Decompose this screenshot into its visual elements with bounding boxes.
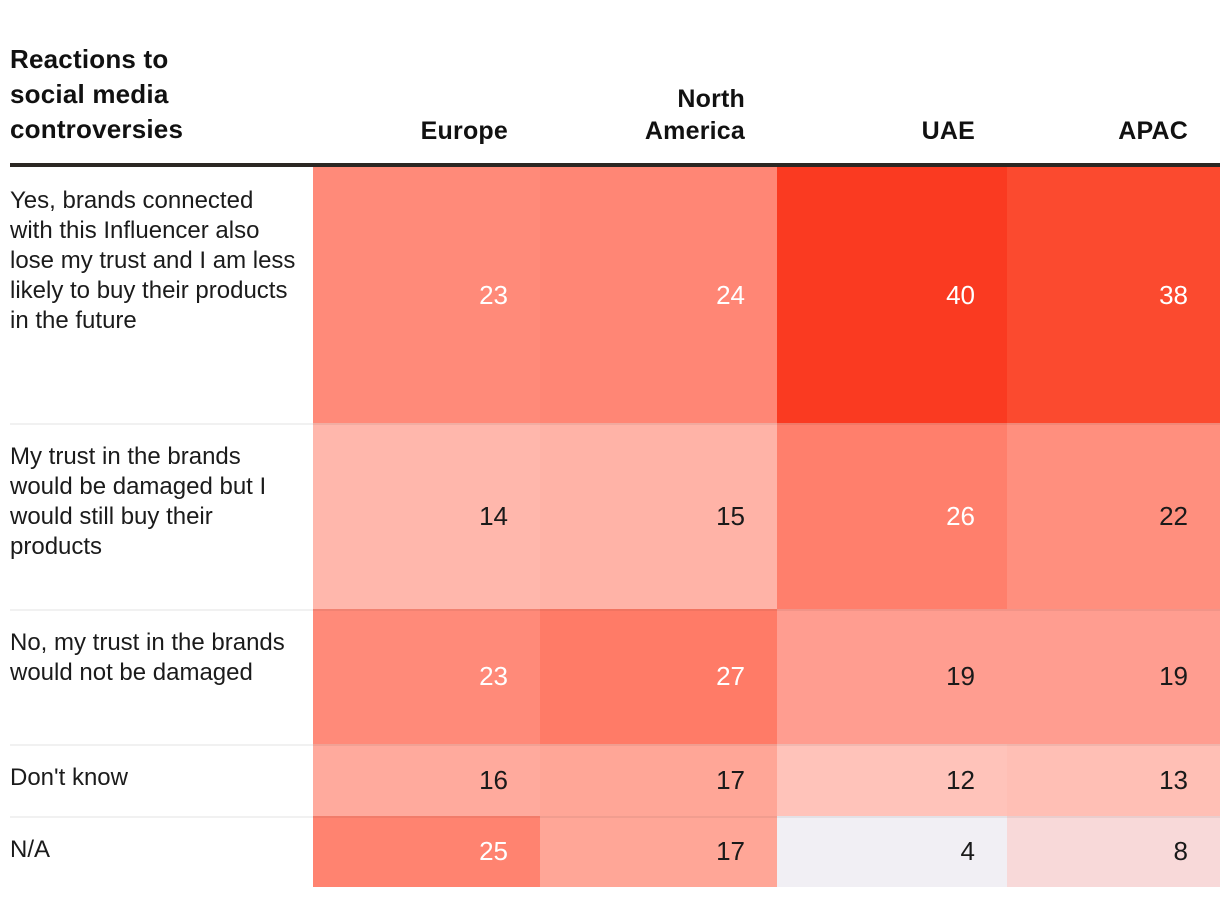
column-header-uae: UAE <box>921 117 975 145</box>
heatmap-cell: 23 <box>313 609 540 744</box>
heatmap-cell: 25 <box>313 816 540 887</box>
table-row: N/A 25 17 4 8 <box>0 816 1220 887</box>
title-cell: Reactions to social media controversies <box>0 42 313 147</box>
heatmap-cell: 27 <box>540 609 777 744</box>
column-header-europe: Europe <box>420 117 508 145</box>
column-header-north-america: North America <box>644 85 745 145</box>
heatmap-cell: 17 <box>540 816 777 887</box>
heatmap-cell: 24 <box>540 167 777 423</box>
heatmap-cell: 15 <box>540 423 777 609</box>
heatmap-body: Yes, brands connected with this Influenc… <box>0 167 1220 887</box>
table-row: Yes, brands connected with this Influenc… <box>0 167 1220 423</box>
header-divider <box>10 163 1220 167</box>
heatmap-cell: 14 <box>313 423 540 609</box>
table-row: Don't know 16 17 12 13 <box>0 744 1220 816</box>
heatmap-cell: 19 <box>777 609 1007 744</box>
heatmap-cell: 4 <box>777 816 1007 887</box>
table-row: No, my trust in the brands would not be … <box>0 609 1220 744</box>
row-label: Yes, brands connected with this Influenc… <box>0 167 313 423</box>
row-label: Don't know <box>0 744 313 816</box>
heatmap-cell: 38 <box>1007 167 1220 423</box>
heatmap-cell: 16 <box>313 744 540 816</box>
row-label: N/A <box>0 816 313 887</box>
heatmap-cell: 23 <box>313 167 540 423</box>
row-label: My trust in the brands would be damaged … <box>0 423 313 609</box>
heatmap-cell: 22 <box>1007 423 1220 609</box>
heatmap-cell: 13 <box>1007 744 1220 816</box>
heatmap-cell: 40 <box>777 167 1007 423</box>
heatmap-cell: 26 <box>777 423 1007 609</box>
column-header-apac: APAC <box>1118 117 1188 145</box>
heatmap-cell: 19 <box>1007 609 1220 744</box>
heatmap-cell: 17 <box>540 744 777 816</box>
heatmap-cell: 8 <box>1007 816 1220 887</box>
header-row: Reactions to social media controversies … <box>0 0 1220 163</box>
heatmap-cell: 12 <box>777 744 1007 816</box>
table-row: My trust in the brands would be damaged … <box>0 423 1220 609</box>
chart-title: Reactions to social media controversies <box>10 44 184 144</box>
row-label: No, my trust in the brands would not be … <box>0 609 313 744</box>
